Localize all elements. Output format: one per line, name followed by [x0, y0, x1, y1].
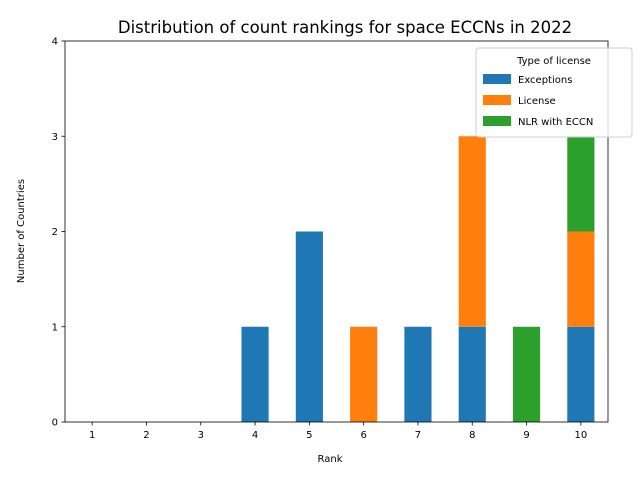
plot-area — [241, 136, 595, 422]
bar-license-rank-10 — [567, 231, 595, 327]
x-tick-label: 2 — [143, 430, 149, 441]
y-tick-label: 3 — [52, 132, 58, 143]
bar-nlr-with-eccn-rank-9 — [512, 326, 541, 422]
bar-exceptions-rank-10 — [567, 326, 595, 422]
bar-exceptions-rank-8 — [458, 326, 486, 422]
legend-label: Exceptions — [518, 75, 572, 86]
y-tick-label: 2 — [52, 227, 58, 238]
bar-nlr-with-eccn-rank-10 — [567, 136, 595, 232]
chart-title: Distribution of count rankings for space… — [118, 18, 572, 37]
x-axis-label: Rank — [318, 454, 343, 465]
x-tick-label: 4 — [252, 430, 258, 441]
y-axis-label: Number of Countries — [16, 179, 27, 283]
bar-license-rank-6 — [350, 326, 378, 422]
legend-frame — [475, 47, 633, 138]
y-tick-label: 0 — [52, 418, 58, 429]
legend-swatch-license — [483, 95, 511, 105]
x-tick-label: 1 — [89, 430, 95, 441]
y-tick-label: 1 — [52, 322, 58, 333]
legend-swatch-nlr-with-eccn — [483, 116, 511, 126]
legend-label: NLR with ECCN — [518, 117, 593, 128]
legend: Type of license Exceptions License NLR wit… — [475, 47, 633, 138]
x-tick-label: 10 — [574, 430, 587, 441]
x-tick-label: 8 — [469, 430, 475, 441]
legend-title: Type of license — [516, 56, 591, 67]
bar-exceptions-rank-5 — [295, 231, 323, 422]
legend-label: License — [518, 96, 556, 107]
bar-exceptions-rank-4 — [241, 326, 269, 422]
x-tick-label: 6 — [360, 430, 366, 441]
x-tick-label: 7 — [415, 430, 421, 441]
axes: 1 2 3 4 5 6 7 8 9 10 0 1 2 3 4 — [52, 37, 609, 441]
bar-exceptions-rank-7 — [404, 326, 432, 422]
legend-swatch-exceptions — [483, 74, 511, 84]
x-tick-label: 3 — [198, 430, 204, 441]
x-tick-label: 5 — [306, 430, 312, 441]
x-tick-label: 9 — [523, 430, 529, 441]
bar-license-rank-8 — [458, 136, 486, 327]
y-tick-label: 4 — [52, 37, 58, 48]
